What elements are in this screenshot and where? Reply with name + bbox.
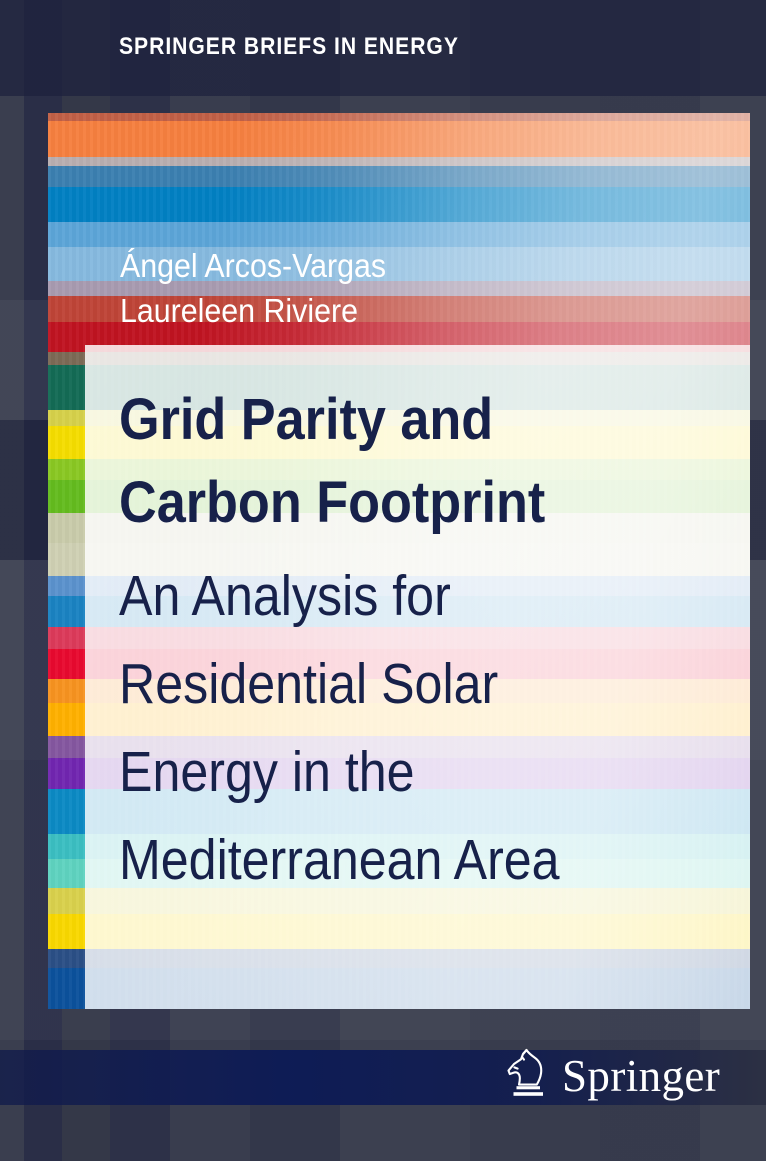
- subtitle-line: Residential Solar: [119, 652, 499, 716]
- springer-wordmark: Springer: [562, 1050, 721, 1101]
- color-stripe: [48, 914, 750, 951]
- subtitle-line: An Analysis for: [119, 564, 451, 628]
- book-subtitle: An Analysis for Residential Solar Energy…: [119, 552, 560, 904]
- color-stripe: [48, 968, 750, 1009]
- color-stripe: [48, 166, 750, 189]
- series-header: SPRINGER BRIEFS IN ENERGY: [0, 0, 766, 96]
- color-stripe: [48, 121, 750, 160]
- title-line: Grid Parity and: [119, 387, 494, 452]
- author-names: Ángel Arcos-Vargas Laureleen Riviere: [120, 243, 386, 333]
- publisher-band: [0, 1050, 766, 1105]
- title-line: Carbon Footprint: [119, 470, 546, 535]
- subtitle-line: Energy in the: [119, 740, 415, 804]
- author-name: Laureleen Riviere: [120, 292, 358, 329]
- series-title: SPRINGER BRIEFS IN ENERGY: [119, 33, 459, 60]
- book-title: Grid Parity and Carbon Footprint: [119, 378, 545, 544]
- author-name: Ángel Arcos-Vargas: [120, 247, 387, 284]
- springer-knight-icon: [507, 1048, 543, 1096]
- color-stripe: [48, 949, 750, 970]
- publisher-logo: Springer: [502, 1035, 732, 1113]
- subtitle-line: Mediterranean Area: [119, 828, 560, 892]
- color-stripe: [48, 186, 750, 224]
